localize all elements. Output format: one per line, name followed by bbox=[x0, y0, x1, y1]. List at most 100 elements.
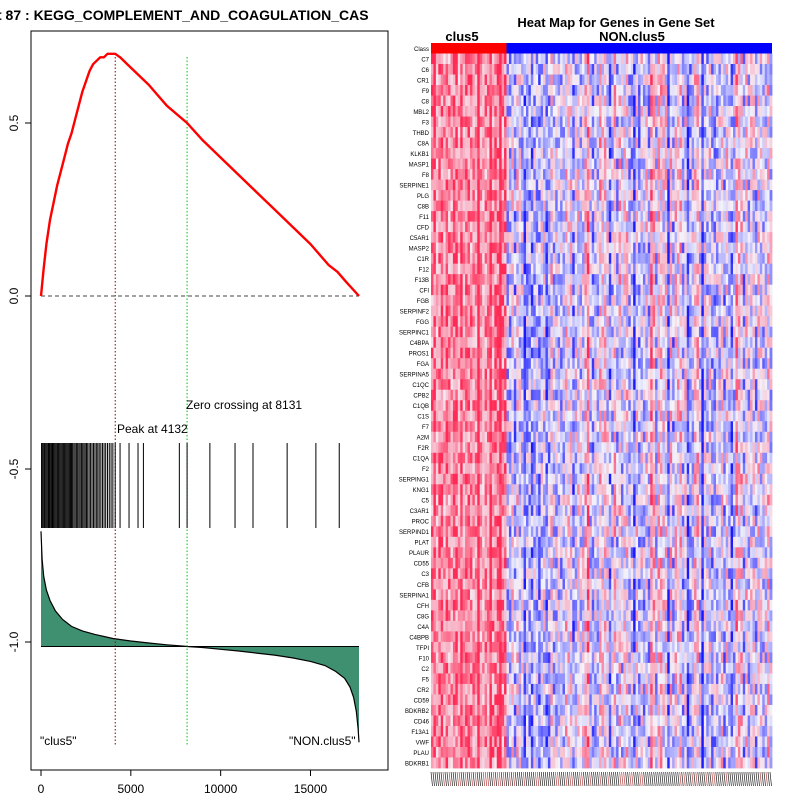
heatmap-cell bbox=[440, 337, 444, 349]
heatmap-cell bbox=[599, 127, 602, 138]
heatmap-cell bbox=[672, 95, 675, 107]
heatmap-cell bbox=[489, 116, 493, 128]
heatmap-cell bbox=[640, 95, 644, 107]
heatmap-cell bbox=[574, 400, 578, 412]
heatmap-cell bbox=[443, 389, 447, 401]
heatmap-cell bbox=[550, 284, 554, 296]
heatmap-cell bbox=[635, 379, 639, 391]
heatmap-cell bbox=[650, 158, 654, 170]
heatmap-cell bbox=[620, 53, 624, 65]
heatmap-cell bbox=[725, 211, 729, 223]
heatmap-cell bbox=[477, 179, 481, 191]
heatmap-cell bbox=[713, 242, 717, 254]
heatmap-cell bbox=[496, 316, 500, 328]
heatmap-cell bbox=[594, 137, 598, 149]
heatmap-cell bbox=[555, 368, 559, 380]
heatmap-cell bbox=[718, 253, 722, 265]
heatmap-cell bbox=[742, 242, 746, 254]
heatmap-cell bbox=[764, 326, 768, 338]
heatmap-cell bbox=[443, 95, 447, 107]
heatmap-cell bbox=[655, 400, 658, 412]
heatmap-cell bbox=[579, 200, 583, 212]
heatmap-cell bbox=[730, 284, 734, 296]
heatmap-cell bbox=[547, 148, 551, 159]
heatmap-cell bbox=[638, 358, 641, 370]
heatmap-cell bbox=[452, 221, 456, 233]
heatmap-cell bbox=[477, 253, 481, 265]
heatmap-cell bbox=[762, 295, 766, 307]
heatmap-cell bbox=[501, 274, 505, 286]
heatmap-cell bbox=[611, 379, 615, 391]
heatmap-cell bbox=[433, 337, 437, 349]
heatmap-cell bbox=[577, 410, 580, 422]
heatmap-cell bbox=[511, 337, 515, 349]
heatmap-cell bbox=[662, 190, 666, 202]
heatmap-cell bbox=[728, 400, 731, 412]
heatmap-cell bbox=[516, 127, 520, 138]
heatmap-cell bbox=[530, 169, 534, 180]
heatmap-cell bbox=[623, 347, 627, 359]
heatmap-cell bbox=[474, 242, 478, 254]
heatmap-cell bbox=[667, 64, 671, 75]
heatmap-cell bbox=[431, 410, 434, 422]
heatmap-cell bbox=[686, 53, 690, 65]
heatmap-cell bbox=[672, 127, 675, 138]
heatmap-cell bbox=[747, 53, 751, 65]
heatmap-cell bbox=[623, 410, 627, 422]
heatmap-cell bbox=[469, 316, 473, 328]
heatmap-cell bbox=[718, 116, 722, 128]
heatmap-cell bbox=[677, 137, 680, 149]
heatmap-cell bbox=[521, 148, 524, 159]
heatmap-cell bbox=[616, 358, 619, 370]
heatmap-cell bbox=[560, 337, 563, 349]
heatmap-cell bbox=[745, 211, 749, 223]
heatmap-cell bbox=[540, 169, 544, 180]
heatmap-cell bbox=[516, 274, 520, 286]
heatmap-cell bbox=[523, 190, 527, 202]
heatmap-cell bbox=[628, 368, 632, 380]
heatmap-cell bbox=[737, 85, 741, 96]
heatmap-cell bbox=[521, 190, 524, 202]
heatmap-cell bbox=[465, 284, 468, 296]
heatmap-cell bbox=[584, 221, 588, 233]
heatmap-cell bbox=[769, 242, 773, 254]
heatmap-cell bbox=[735, 137, 739, 149]
heatmap-cell bbox=[715, 263, 719, 275]
heatmap-cell bbox=[540, 64, 544, 75]
heatmap-cell bbox=[443, 326, 447, 338]
heatmap-cell bbox=[543, 85, 546, 96]
heatmap-cell bbox=[435, 179, 439, 191]
heatmap-cell bbox=[452, 169, 456, 180]
heatmap-cell bbox=[611, 263, 615, 275]
heatmap-cell bbox=[706, 232, 710, 244]
heatmap-cell bbox=[448, 337, 451, 349]
heatmap-cell bbox=[431, 53, 434, 65]
heatmap-cell bbox=[489, 221, 493, 233]
heatmap-cell bbox=[640, 379, 644, 391]
heatmap-cell bbox=[628, 358, 632, 370]
heatmap-cell bbox=[611, 242, 615, 254]
heatmap-cell bbox=[435, 64, 439, 75]
heatmap-cell bbox=[745, 95, 749, 107]
heatmap-cell bbox=[674, 106, 678, 117]
heatmap-cell bbox=[508, 148, 512, 159]
heatmap-cell bbox=[601, 347, 605, 359]
heatmap-cell bbox=[664, 347, 668, 359]
heatmap-cell bbox=[482, 211, 485, 223]
heatmap-cell bbox=[547, 316, 551, 328]
heatmap-cell bbox=[433, 316, 437, 328]
heatmap-cell bbox=[591, 232, 595, 244]
heatmap-cell bbox=[742, 137, 746, 149]
heatmap-cell bbox=[448, 179, 451, 191]
heatmap-cell bbox=[681, 53, 685, 65]
heatmap-cell bbox=[521, 274, 524, 286]
heatmap-cell bbox=[562, 295, 566, 307]
heatmap-cell bbox=[723, 200, 727, 212]
heatmap-cell bbox=[759, 64, 763, 75]
heatmap-cell bbox=[457, 137, 461, 149]
heatmap-cell bbox=[720, 305, 724, 317]
heatmap-cell bbox=[657, 148, 661, 159]
heatmap-cell bbox=[603, 242, 607, 254]
heatmap-cell bbox=[694, 242, 697, 254]
heatmap-cell bbox=[762, 53, 766, 65]
